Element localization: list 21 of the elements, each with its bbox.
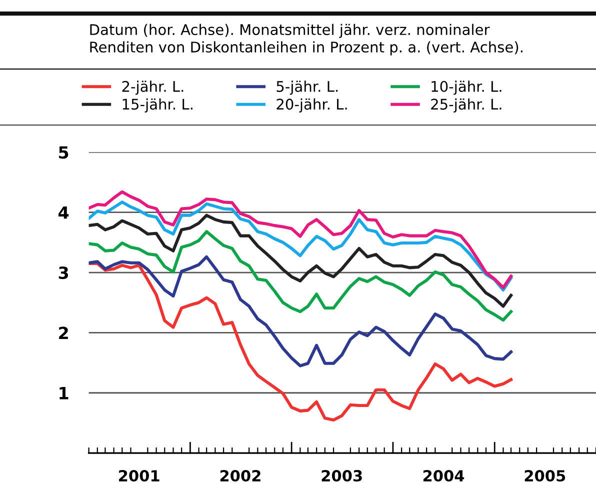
- legend-label: 10-jähr. L.: [432, 80, 502, 95]
- legend-label: 15-jähr. L.: [122, 98, 192, 113]
- line-series: [88, 255, 513, 368]
- x-tick-label: 2005: [524, 470, 566, 482]
- x-tick-label: 2003: [322, 470, 362, 482]
- legend-label: 25-jähr. L.: [431, 98, 502, 113]
- legend-label: 5-jähr. L.: [276, 80, 338, 95]
- y-tick-label: 2: [59, 326, 68, 340]
- y-tick-label: 5: [59, 146, 68, 159]
- y-tick-label: 1: [60, 387, 68, 400]
- x-tick-label: 2002: [220, 470, 260, 482]
- legend-label: 2-jähr. L.: [122, 80, 184, 95]
- chart-title: Datum (hor. Achse). Monatsmittel jähr. verz. nominaler Renditen von Diskontanleihen in Prozent p. a. (vert. Achse).: [90, 24, 522, 56]
- x-tick-label: 2001: [119, 470, 160, 482]
- y-tick-label: 3: [58, 266, 68, 280]
- line-series: [88, 262, 513, 422]
- legend-label: 20-jähr. L.: [276, 98, 347, 113]
- x-tick-label: 2004: [423, 470, 464, 482]
- line-series: [88, 230, 513, 322]
- y-tick-label: 4: [58, 206, 69, 219]
- line-series: [88, 214, 513, 308]
